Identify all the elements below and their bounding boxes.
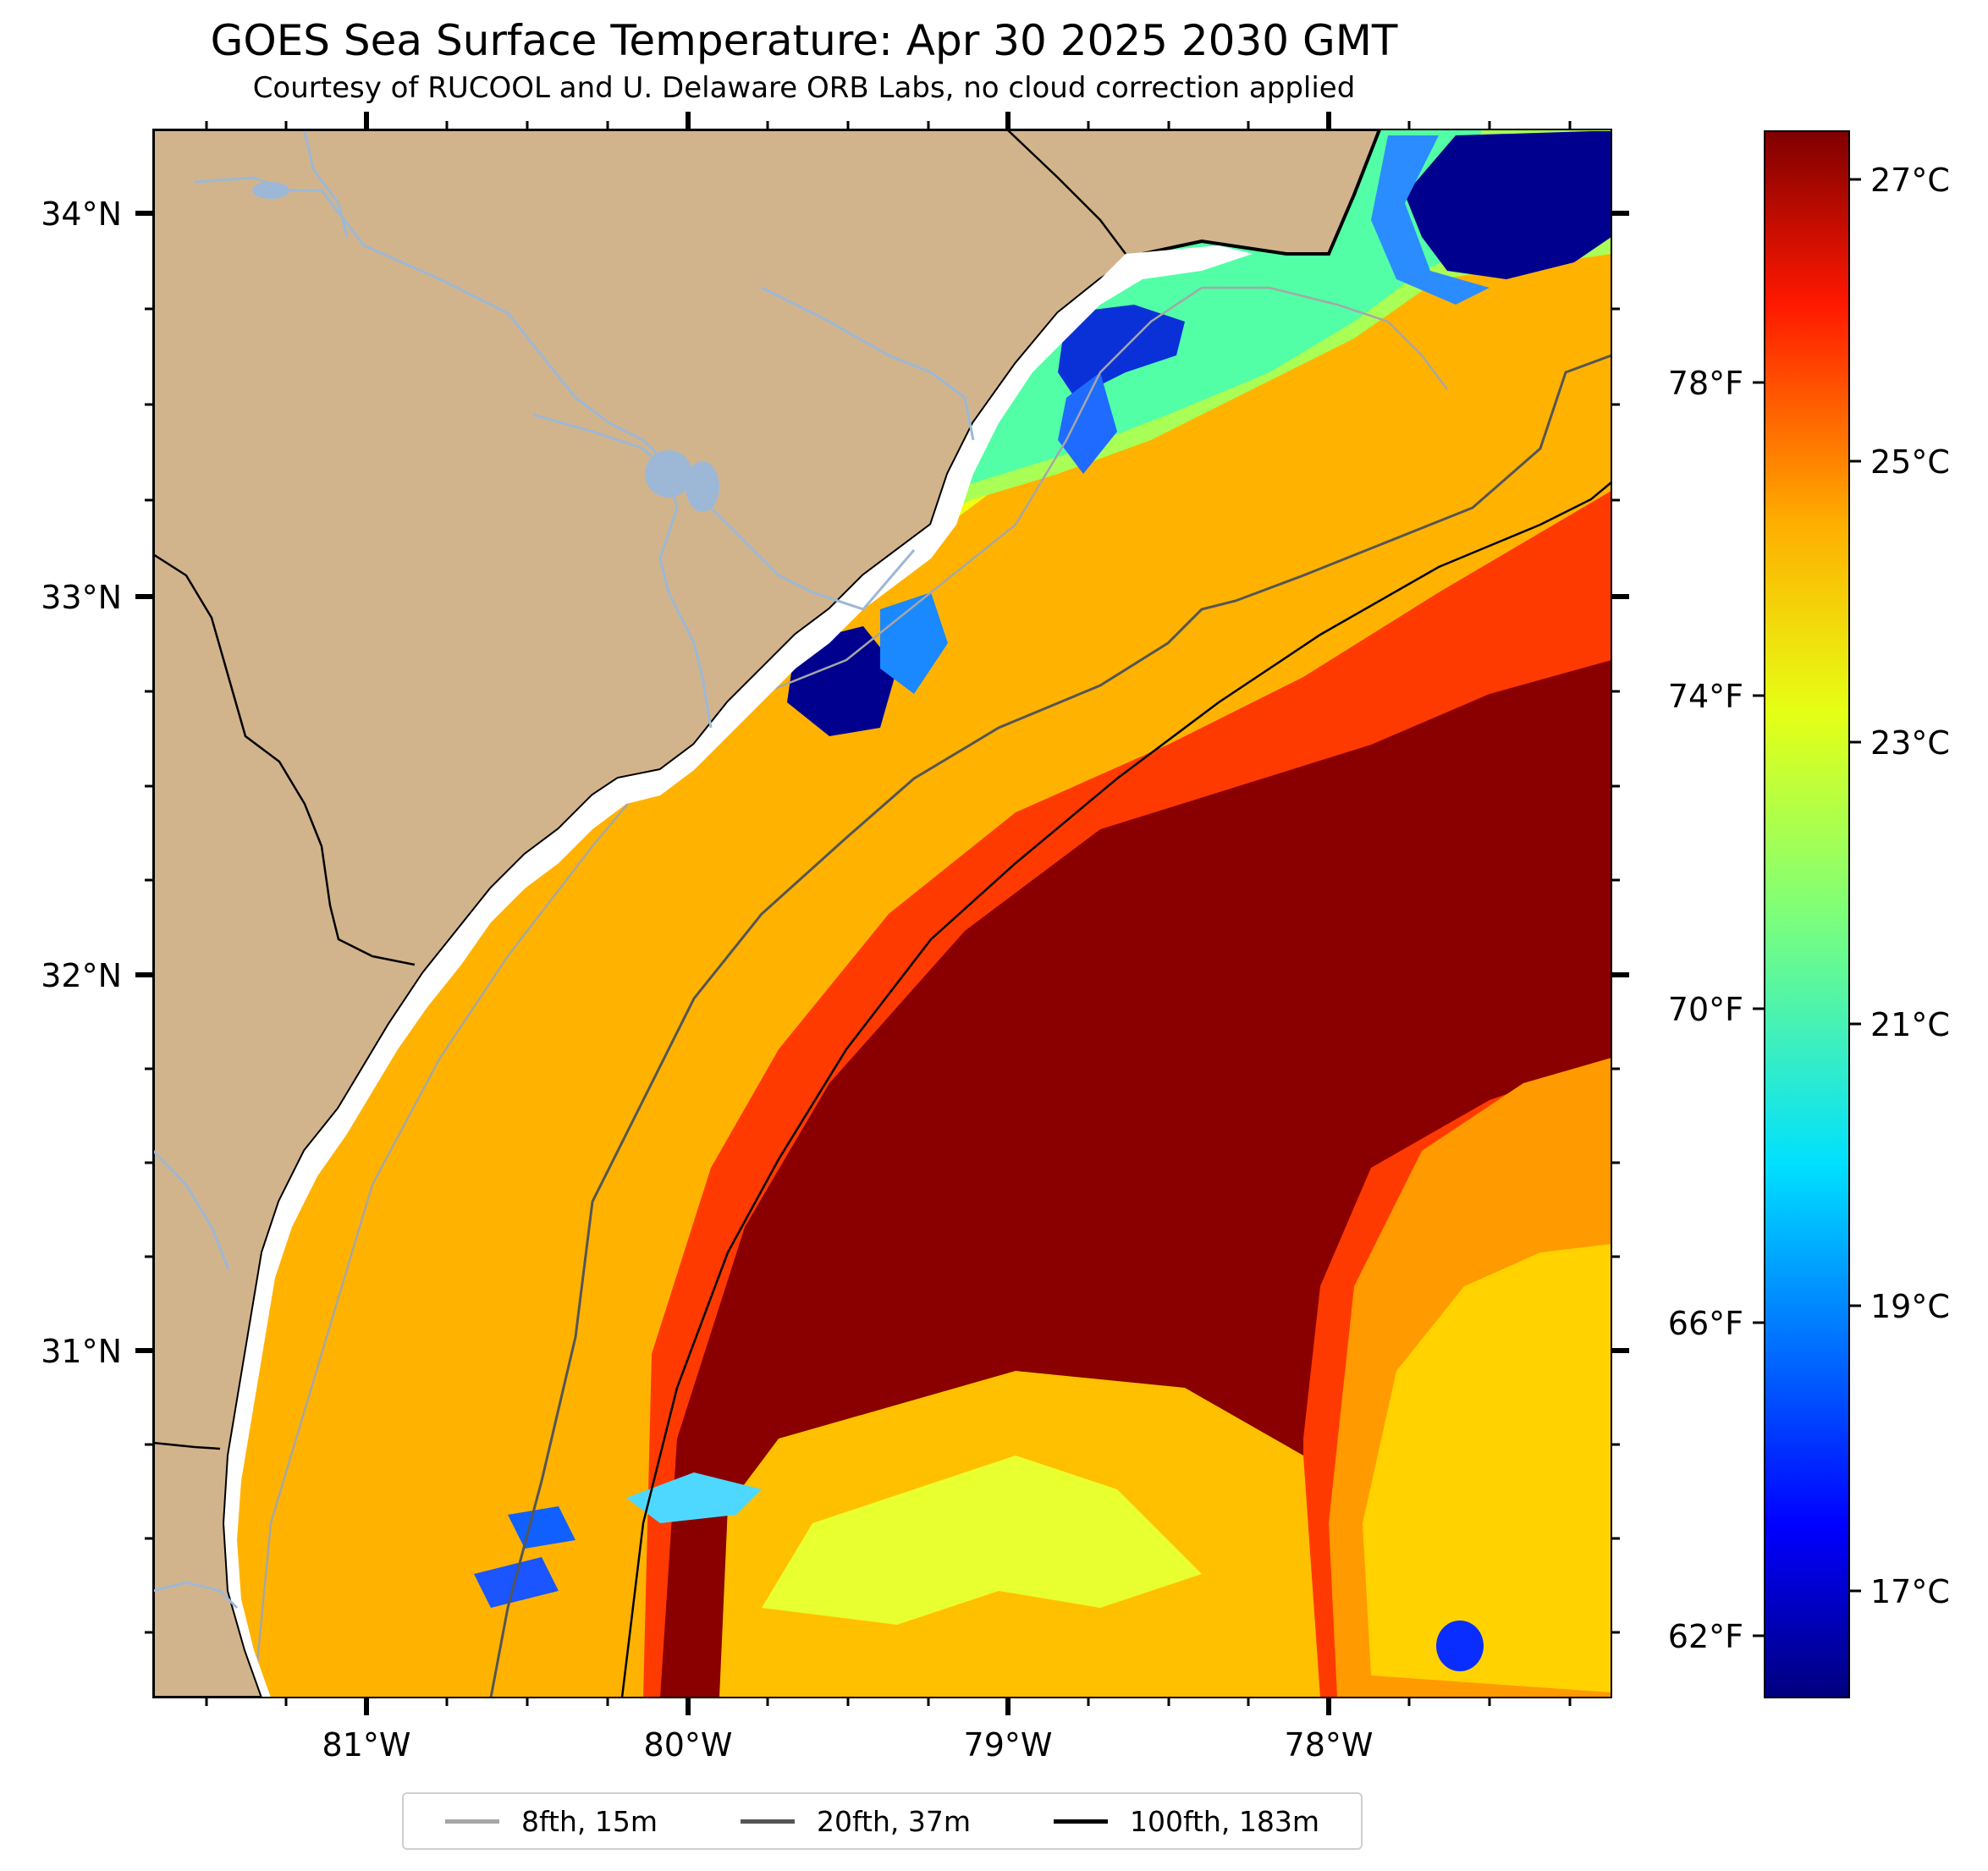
upwelling-edge-ne: [1371, 135, 1490, 305]
cold-streak-2: [474, 1557, 559, 1608]
colorbar-celsius-ticks: [1849, 178, 1861, 1593]
colorbar-fahrenheit-ticks: [1753, 381, 1765, 1637]
cold-patch-3: [508, 1506, 575, 1549]
river-6: [153, 1581, 239, 1610]
colorbar-label-19c: 19°C: [1870, 1288, 1950, 1325]
state-border-ncsc: [1006, 129, 1126, 255]
legend-item-8fth: 8fth, 15m: [444, 1804, 658, 1838]
legend-item-100fth: 100fth, 183m: [1053, 1804, 1319, 1838]
lake-moultrie: [686, 461, 719, 512]
state-border-scga: [153, 553, 416, 966]
lon-minor-ticks: [205, 121, 1572, 1706]
cold-patch-winyah-edge: [880, 592, 948, 694]
legend-swatch-8fth: [444, 1819, 499, 1824]
map-frame: [152, 129, 1612, 1698]
legend-swatch-100fth: [1053, 1819, 1108, 1824]
lat-minor-ticks: [145, 307, 1620, 1634]
coastal-nodata-fringe: [224, 245, 1253, 1698]
lat-label-32: 32°N: [41, 957, 122, 994]
lon-label-78: 78°W: [1285, 1726, 1374, 1764]
map-subtitle: Courtesy of RUCOOL and U. Delaware ORB L…: [252, 71, 1356, 105]
lon-label-81: 81°W: [322, 1726, 411, 1764]
isobath-8fth: [252, 286, 1448, 1698]
isobath-100fth: [620, 482, 1611, 1698]
cold-eddy-se: [1436, 1621, 1484, 1671]
colorbar: [1764, 130, 1850, 1698]
colorbar-label-23c: 23°C: [1870, 724, 1950, 762]
colorbar-label-25c: 25°C: [1870, 443, 1950, 481]
lake-north: [252, 182, 289, 199]
lat-label-34: 34°N: [41, 195, 122, 233]
cold-patch-north: [1058, 372, 1117, 474]
legend-item-20fth: 20fth, 37m: [740, 1804, 971, 1838]
legend-label-100fth: 100fth, 183m: [1129, 1804, 1319, 1838]
river-5: [153, 1149, 230, 1270]
lat-label-31: 31°N: [41, 1333, 122, 1370]
lat-major-ticks: [135, 211, 1629, 1353]
southern-yellow-streaks: [762, 1456, 1202, 1625]
legend-label-20fth: 20fth, 37m: [816, 1804, 971, 1838]
colorbar-label-17c: 17°C: [1870, 1573, 1950, 1610]
map-title: GOES Sea Surface Temperature: Apr 30 202…: [210, 16, 1398, 65]
colorbar-label-62f: 62°F: [1668, 1618, 1743, 1655]
colorbar-label-78f: 78°F: [1668, 365, 1743, 402]
legend-label-8fth: 8fth, 15m: [520, 1804, 658, 1838]
colorbar-label-66f: 66°F: [1668, 1305, 1743, 1342]
river-1: [194, 176, 916, 611]
lat-label-33: 33°N: [41, 579, 122, 616]
cold-upwelling-ne: [1405, 131, 1611, 279]
river-2: [532, 413, 713, 729]
legend-swatch-20fth: [740, 1819, 795, 1824]
river-4: [303, 130, 349, 238]
isobath-legend: 8fth, 15m 20fth, 37m 100fth, 183m: [402, 1792, 1363, 1850]
lake-marion: [645, 450, 692, 498]
isobath-20fth: [489, 354, 1611, 1698]
lon-major-ticks: [364, 112, 1331, 1715]
lon-label-79: 79°W: [964, 1726, 1053, 1764]
state-border-gafl: [153, 1441, 221, 1450]
river-3: [761, 286, 975, 441]
lon-label-80: 80°W: [644, 1726, 733, 1764]
colorbar-label-74f: 74°F: [1668, 678, 1743, 715]
offshore-eddy-center: [1363, 1244, 1611, 1692]
cyan-streak-1: [626, 1472, 762, 1523]
colorbar-label-70f: 70°F: [1668, 991, 1743, 1028]
colorbar-label-21c: 21°C: [1870, 1006, 1950, 1043]
map-area: [153, 129, 1611, 1698]
colorbar-label-27c: 27°C: [1870, 162, 1950, 199]
